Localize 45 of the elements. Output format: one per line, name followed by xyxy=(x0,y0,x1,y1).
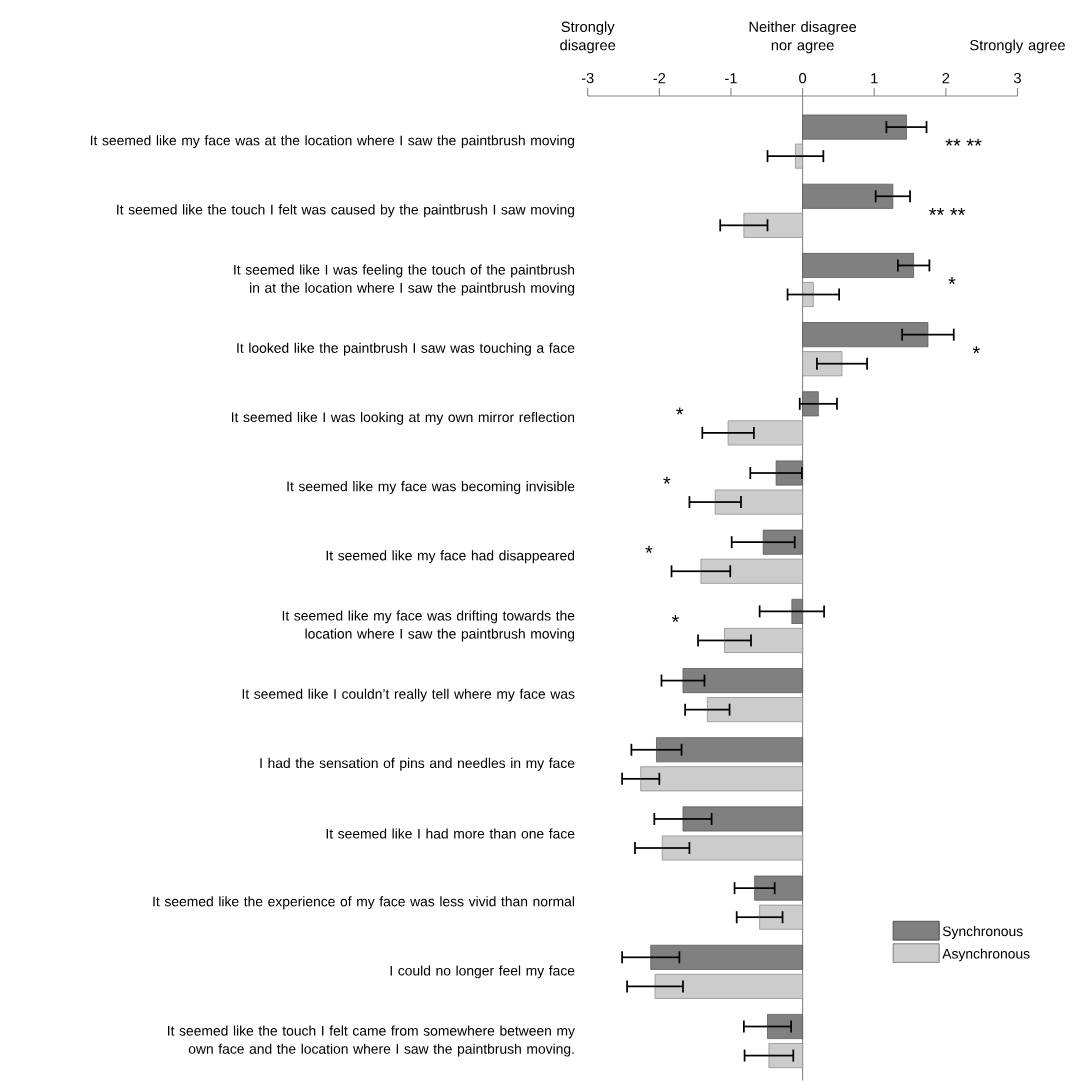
y-tick-label: I had the sensation of pins and needles in my face xyxy=(260,757,575,771)
data-label: ** ** xyxy=(929,207,966,215)
x-tick-label: -3 xyxy=(581,72,594,84)
text: Strongly disagree xyxy=(560,21,616,54)
y-tick-label: It seemed like my face was drifting towards the location where I saw the paintbrush moving xyxy=(282,610,575,642)
bar xyxy=(700,558,804,584)
y-tick-label: It seemed like my face was at the location where I saw the paintbrush moving xyxy=(91,135,575,149)
y-tick-label: It seemed like the touch I felt came from somewhere between my own face and the location where I saw the paintbrush moving. xyxy=(168,1025,575,1057)
data-label: * xyxy=(972,346,980,354)
y-tick-label: It seemed like the touch I felt was caused by the paintbrush I saw moving xyxy=(117,204,575,218)
y-tick-label: It looked like the paintbrush I saw was touching a face xyxy=(237,342,575,356)
bar xyxy=(714,489,804,515)
y-tick-label: It seemed like my face was becoming invisible xyxy=(287,481,575,495)
text: Neither disagree nor agree xyxy=(749,21,857,54)
bar xyxy=(661,835,804,861)
bar xyxy=(654,973,804,999)
data-label: * xyxy=(671,615,680,623)
bar xyxy=(724,627,804,653)
y-tick-label: It seemed like I was looking at my own mirror reflection xyxy=(232,411,575,425)
y-tick-label: It seemed like my face had disappeared xyxy=(326,550,575,564)
x-tick-label: 2 xyxy=(942,73,950,84)
data-label: * xyxy=(645,545,653,553)
bar xyxy=(727,420,804,446)
y-tick-label: It seemed like I was feeling the touch of the paintbrush in at the location where I saw the paintbrush moving xyxy=(234,264,575,296)
text: Strongly agree xyxy=(970,39,1065,54)
bar xyxy=(795,143,804,169)
bar xyxy=(640,766,804,792)
data-label: ** ** xyxy=(945,138,982,146)
y-tick-label: It seemed like the experience of my face was less vivid than normal xyxy=(153,896,575,910)
bar xyxy=(706,697,804,723)
data-label: * xyxy=(676,407,684,415)
legend-label: Asynchronous xyxy=(942,948,1030,962)
y-tick-label: It seemed like I had more than one face xyxy=(326,828,575,839)
x-tick-label: 0 xyxy=(799,72,807,84)
bar xyxy=(743,212,804,238)
bar xyxy=(802,282,814,308)
x-tick-label: -2 xyxy=(653,73,666,84)
data-label: * xyxy=(948,277,956,285)
legend-label: Synchronous xyxy=(942,926,1023,939)
data-label: * xyxy=(663,476,671,484)
y-tick-label: It seemed like I couldn’t really tell where my face was xyxy=(242,688,575,702)
x-tick-label: -1 xyxy=(725,73,737,84)
x-tick-label: 1 xyxy=(871,73,878,84)
y-tick-label: I could no longer feel my face xyxy=(390,965,575,979)
x-tick-label: 3 xyxy=(1014,72,1021,84)
